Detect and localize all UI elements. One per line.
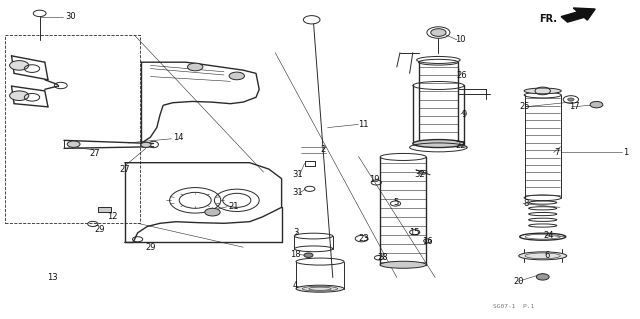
Text: 25: 25 bbox=[520, 102, 530, 111]
Text: 18: 18 bbox=[291, 250, 301, 259]
Circle shape bbox=[10, 61, 29, 70]
Bar bbox=[98, 207, 111, 212]
Text: 24: 24 bbox=[544, 231, 554, 240]
Circle shape bbox=[536, 274, 549, 280]
Text: 31: 31 bbox=[292, 189, 303, 197]
Text: 31: 31 bbox=[292, 170, 303, 179]
Circle shape bbox=[229, 72, 244, 80]
Ellipse shape bbox=[524, 88, 561, 94]
Text: 21: 21 bbox=[228, 202, 239, 211]
Circle shape bbox=[568, 98, 574, 101]
Text: 17: 17 bbox=[570, 102, 580, 111]
Text: 5: 5 bbox=[393, 198, 398, 207]
Circle shape bbox=[188, 63, 203, 71]
Circle shape bbox=[304, 253, 313, 257]
Text: 29: 29 bbox=[145, 243, 156, 252]
Text: 3: 3 bbox=[293, 228, 298, 237]
Text: 29: 29 bbox=[94, 225, 104, 234]
Text: 22: 22 bbox=[456, 141, 466, 150]
Text: 14: 14 bbox=[173, 133, 183, 142]
Text: 23: 23 bbox=[358, 234, 369, 243]
Text: SG07-1  P.1: SG07-1 P.1 bbox=[493, 304, 534, 309]
Ellipse shape bbox=[419, 141, 458, 146]
Text: 6: 6 bbox=[545, 251, 550, 260]
Circle shape bbox=[431, 29, 446, 36]
Circle shape bbox=[10, 91, 29, 100]
Ellipse shape bbox=[296, 285, 344, 292]
Polygon shape bbox=[561, 8, 595, 22]
Text: 26: 26 bbox=[457, 71, 467, 80]
Ellipse shape bbox=[413, 139, 464, 148]
Text: 30: 30 bbox=[65, 12, 76, 21]
Text: 19: 19 bbox=[369, 175, 380, 184]
Ellipse shape bbox=[519, 252, 567, 260]
Text: 1: 1 bbox=[623, 148, 628, 157]
Text: 12: 12 bbox=[107, 212, 117, 221]
Text: 10: 10 bbox=[456, 35, 466, 44]
Text: 9: 9 bbox=[461, 110, 467, 119]
Circle shape bbox=[67, 141, 80, 147]
Text: 8: 8 bbox=[524, 199, 529, 208]
Ellipse shape bbox=[380, 261, 426, 268]
Text: 28: 28 bbox=[378, 253, 388, 262]
Text: 7: 7 bbox=[554, 148, 559, 157]
Text: 27: 27 bbox=[90, 149, 100, 158]
Text: 11: 11 bbox=[358, 120, 368, 129]
Text: 32: 32 bbox=[414, 170, 424, 179]
Text: 27: 27 bbox=[120, 165, 130, 174]
Text: 20: 20 bbox=[513, 277, 524, 286]
Text: 2: 2 bbox=[321, 145, 326, 154]
Circle shape bbox=[590, 101, 603, 108]
Text: FR.: FR. bbox=[539, 13, 557, 24]
Circle shape bbox=[205, 208, 220, 216]
Text: 16: 16 bbox=[422, 237, 433, 246]
Text: 4: 4 bbox=[293, 281, 298, 290]
Text: 13: 13 bbox=[47, 273, 58, 282]
Bar bbox=[5, 35, 140, 223]
Text: 15: 15 bbox=[410, 228, 420, 237]
Circle shape bbox=[141, 142, 151, 147]
